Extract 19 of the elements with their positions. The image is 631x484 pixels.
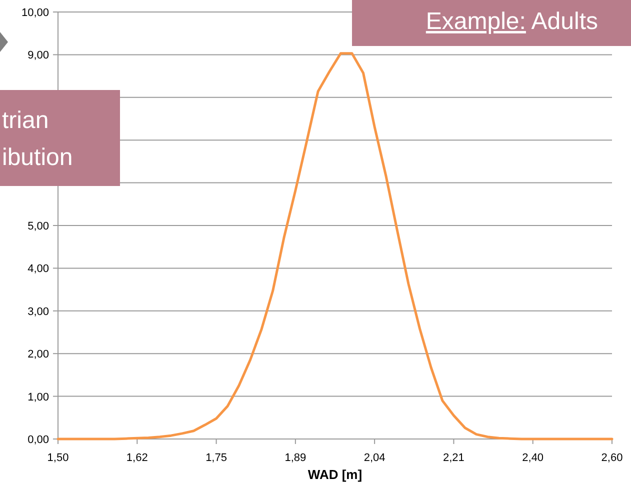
x-tick-label: 2,60 <box>601 452 623 464</box>
x-tick-label: 1,75 <box>206 452 227 464</box>
y-tick-label: 4,00 <box>28 263 49 276</box>
x-tick-label: 2,21 <box>443 452 464 464</box>
x-tick-label: 2,04 <box>364 452 386 464</box>
y-tick-label: 0,00 <box>28 434 49 446</box>
annotation: Example: Adults <box>426 8 598 35</box>
y-tick-label: 9,00 <box>28 50 49 62</box>
x-tick-label: 1,89 <box>284 452 306 464</box>
y-tick-label: 2,00 <box>28 348 49 361</box>
annotation: trian ibution <box>2 107 73 171</box>
y-tick-label: 1,00 <box>28 391 49 404</box>
x-tick-label: 1,50 <box>47 452 69 464</box>
x-axis-title: WAD [m] <box>308 467 362 482</box>
x-tick-label: 1,62 <box>126 452 148 464</box>
y-tick-label: 3,00 <box>28 306 49 318</box>
y-tick-label: 5,00 <box>28 220 49 232</box>
y-tick-label: 10,00 <box>21 7 49 19</box>
x-tick-label: 2,40 <box>522 452 544 464</box>
